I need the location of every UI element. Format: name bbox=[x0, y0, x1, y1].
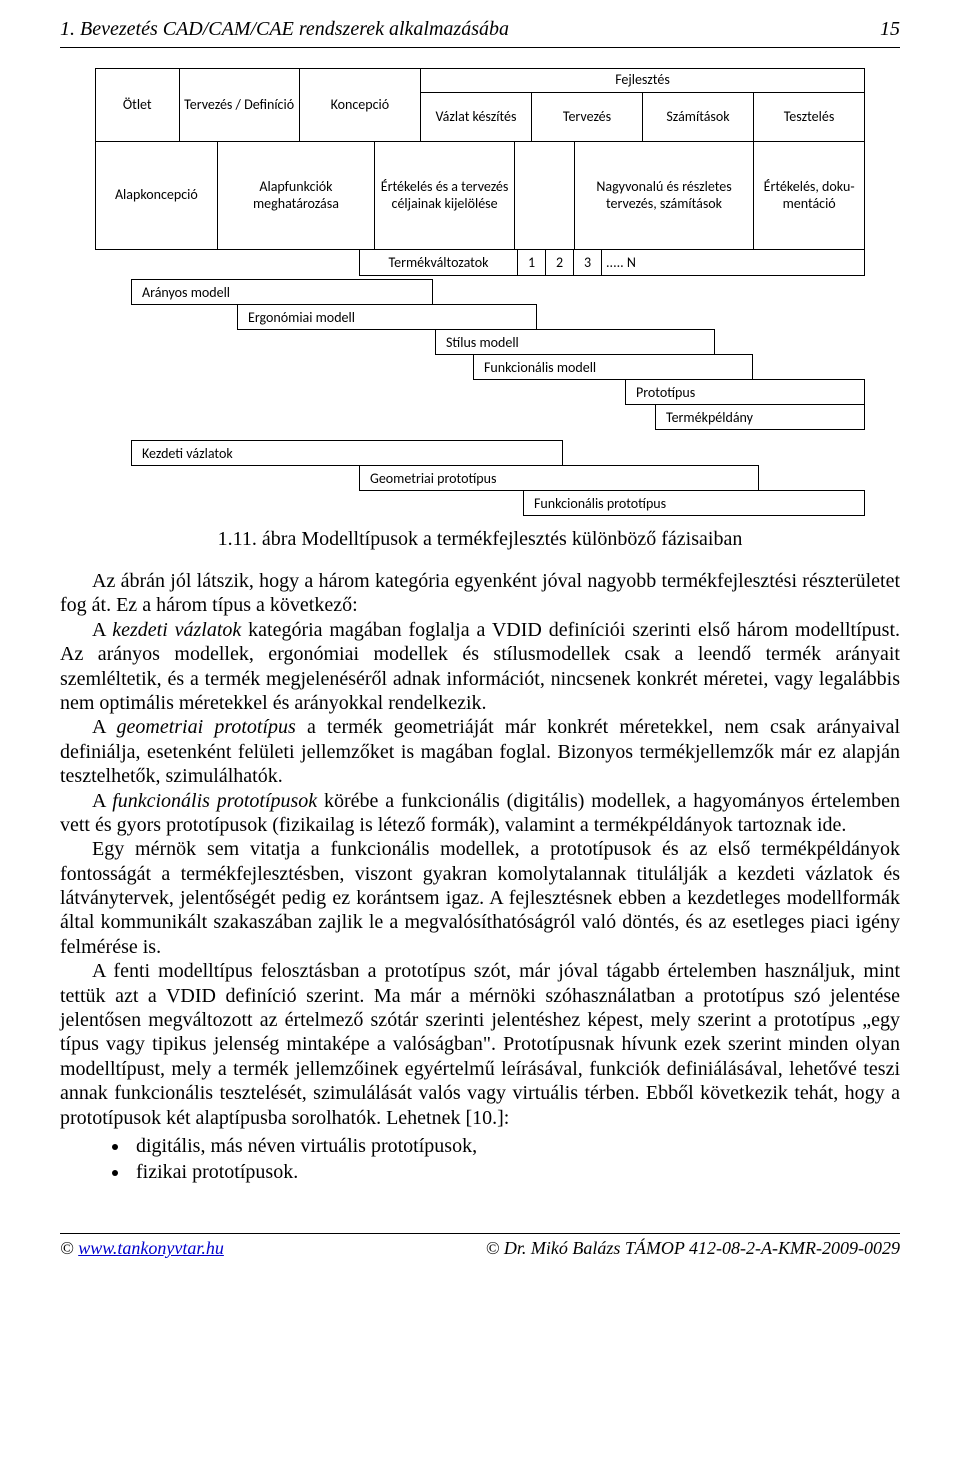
p2-lead: A bbox=[92, 716, 117, 738]
stage-baseconcept: Alapkoncepció bbox=[96, 142, 218, 249]
model-kezdeti: Kezdeti vázlatok bbox=[131, 440, 563, 466]
variant-2: 2 bbox=[546, 250, 574, 275]
development-header: Fejlesztés bbox=[421, 69, 864, 93]
paragraph-1a: Az ábrán jól látszik, hogy a három kateg… bbox=[60, 569, 900, 618]
paragraph-1b: A kezdeti vázlatok kategória magában fog… bbox=[60, 618, 900, 716]
stage-design: Tervezés bbox=[532, 93, 643, 141]
model-funkcp: Funkcionális prototípus bbox=[523, 490, 865, 516]
paragraph-5: A fenti modelltípus felosztásban a proto… bbox=[60, 959, 900, 1130]
page-footer: © www.tankonyvtar.hu © Dr. Mikó Balázs T… bbox=[60, 1233, 900, 1259]
page-header: 1. Bevezetés CAD/CAM/CAE rendszerek alka… bbox=[60, 0, 900, 48]
stage-definition: Tervezés / Definíció bbox=[180, 69, 300, 141]
header-title: 1. Bevezetés CAD/CAM/CAE rendszerek alka… bbox=[60, 18, 509, 41]
variants-bar: Termékváltozatok 1 2 3 ..... N bbox=[359, 250, 865, 276]
model-stilus: Stílus modell bbox=[435, 329, 715, 355]
model-funkc: Funkcionális modell bbox=[473, 354, 753, 380]
stage-calc: Számítások bbox=[643, 93, 754, 141]
variant-3: 3 bbox=[574, 250, 602, 275]
p1b-lead: A bbox=[92, 619, 112, 641]
footer-left: © www.tankonyvtar.hu bbox=[60, 1238, 224, 1259]
figure-caption: 1.11. ábra Modelltípusok a termékfejlesz… bbox=[60, 528, 900, 551]
paragraph-2: A geometriai prototípus a termék geometr… bbox=[60, 715, 900, 788]
model-ergo: Ergonómiai modell bbox=[237, 304, 537, 330]
model-proto: Prototípus bbox=[625, 379, 865, 405]
stage-development: Fejlesztés Vázlat készítés Tervezés Szám… bbox=[421, 69, 864, 141]
model-geom: Geometriai prototípus bbox=[359, 465, 759, 491]
model-aranyos: Arányos modell bbox=[131, 279, 433, 305]
copyright-symbol: © bbox=[60, 1238, 78, 1258]
paragraph-3: A funkcionális prototípusok körébe a fun… bbox=[60, 789, 900, 838]
footer-link[interactable]: www.tankonyvtar.hu bbox=[78, 1238, 224, 1258]
p1b-em: kezdeti vázlatok bbox=[112, 619, 241, 641]
p2-em: geometriai prototípus bbox=[117, 716, 296, 738]
diagram-row-1: Ötlet Tervezés / Definíció Koncepció Fej… bbox=[95, 68, 865, 142]
p3-lead: A bbox=[92, 790, 112, 812]
variant-n: ..... N bbox=[602, 250, 864, 275]
diagram-row-2: Alapkoncepció Alapfunkciók meghatározása… bbox=[95, 142, 865, 250]
stage-doc: Értékelés, doku-mentáció bbox=[754, 142, 864, 249]
variant-1: 1 bbox=[518, 250, 546, 275]
footer-right: © Dr. Mikó Balázs TÁMOP 412-08-2-A-KMR-2… bbox=[486, 1238, 900, 1259]
stage-eval: Értékelés és a tervezés céljainak kijelö… bbox=[375, 142, 515, 249]
bullet-1: digitális, más néven virtuális prototípu… bbox=[130, 1134, 900, 1158]
p3-em: funkcionális prototípusok bbox=[112, 790, 317, 812]
process-diagram: Ötlet Tervezés / Definíció Koncepció Fej… bbox=[95, 68, 865, 516]
model-termek: Termékpéldány bbox=[655, 404, 865, 430]
body-text: Az ábrán jól látszik, hogy a három kateg… bbox=[60, 569, 900, 1185]
stage-idea: Ötlet bbox=[96, 69, 180, 141]
stage-spacer bbox=[515, 142, 575, 249]
bullet-2: fizikai prototípusok. bbox=[130, 1160, 900, 1184]
paragraph-4: Egy mérnök sem vitatja a funkcionális mo… bbox=[60, 837, 900, 959]
bullet-list: digitális, más néven virtuális prototípu… bbox=[130, 1134, 900, 1185]
page-number: 15 bbox=[880, 18, 900, 41]
stage-test: Tesztelés bbox=[754, 93, 864, 141]
stage-basefunc: Alapfunkciók meghatározása bbox=[218, 142, 376, 249]
stage-sketch: Vázlat készítés bbox=[421, 93, 532, 141]
stage-concept: Koncepció bbox=[300, 69, 421, 141]
variants-label: Termékváltozatok bbox=[360, 250, 518, 275]
stage-detail: Nagyvonalú és részletes tervezés, számít… bbox=[575, 142, 755, 249]
